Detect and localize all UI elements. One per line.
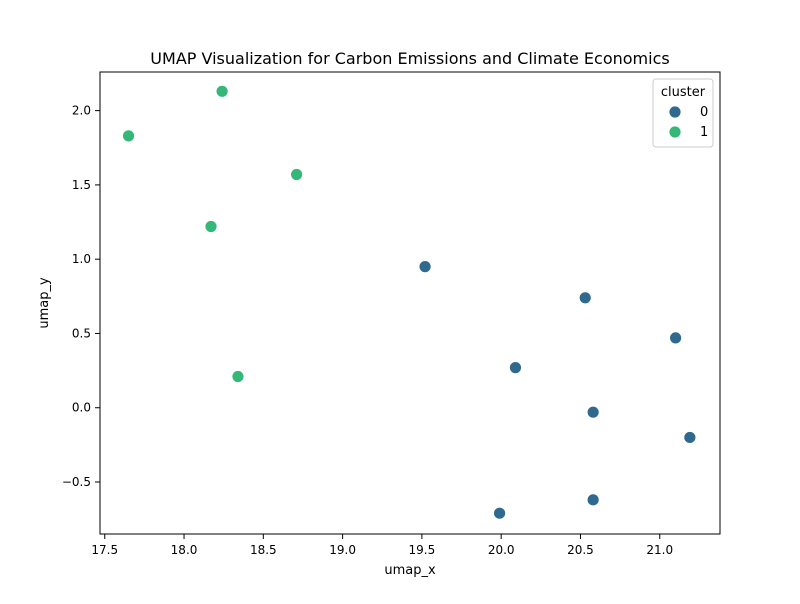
y-tick-label: 0.0: [72, 401, 91, 415]
y-axis: −0.5 0.0 0.5 1.0 1.5 2.0: [62, 104, 100, 489]
y-tick-label: 2.0: [72, 104, 91, 118]
y-tick-label: 1.0: [72, 252, 91, 266]
data-point-cluster-1: [204, 220, 218, 233]
data-point-cluster-1: [215, 84, 229, 98]
legend-marker-cluster-1: [668, 125, 682, 139]
data-point-cluster-0: [578, 291, 592, 305]
data-point-cluster-0: [586, 493, 600, 507]
legend-label-cluster-1: 1: [700, 125, 708, 140]
x-axis: 17.5 18.0 18.5 19.0 19.5 20.0 20.5 21.0: [91, 534, 673, 557]
x-tick-label: 19.0: [329, 543, 356, 557]
legend-label-cluster-0: 0: [700, 105, 708, 120]
legend: cluster 0 1: [652, 78, 714, 148]
data-point-cluster-0: [669, 331, 683, 345]
chart-title: UMAP Visualization for Carbon Emissions …: [150, 49, 669, 68]
data-point-cluster-0: [683, 431, 697, 444]
plot-area: [122, 84, 697, 520]
x-tick-label: 18.5: [250, 543, 277, 557]
x-tick-label: 20.5: [567, 543, 594, 557]
y-tick-label: 0.5: [72, 326, 91, 340]
legend-title: cluster: [661, 85, 706, 100]
y-tick-label: −0.5: [62, 475, 91, 489]
data-point-cluster-0: [493, 506, 506, 520]
y-axis-label: umap_y: [37, 277, 52, 329]
plot-frame: [99, 71, 721, 535]
data-point-cluster-0: [509, 361, 522, 375]
x-axis-label: umap_x: [384, 563, 436, 578]
x-tick-label: 19.5: [409, 543, 436, 557]
data-point-cluster-0: [586, 405, 600, 419]
x-tick-label: 18.0: [171, 543, 198, 557]
data-point-cluster-1: [122, 129, 135, 143]
legend-box: [652, 78, 714, 148]
data-point-cluster-1: [231, 370, 245, 383]
data-point-cluster-0: [418, 260, 432, 274]
legend-marker-cluster-0: [668, 105, 682, 119]
x-tick-label: 21.0: [646, 543, 673, 557]
data-point-cluster-1: [290, 168, 304, 181]
y-tick-label: 1.5: [72, 178, 91, 192]
x-tick-label: 17.5: [91, 543, 118, 557]
x-tick-label: 20.0: [488, 543, 515, 557]
